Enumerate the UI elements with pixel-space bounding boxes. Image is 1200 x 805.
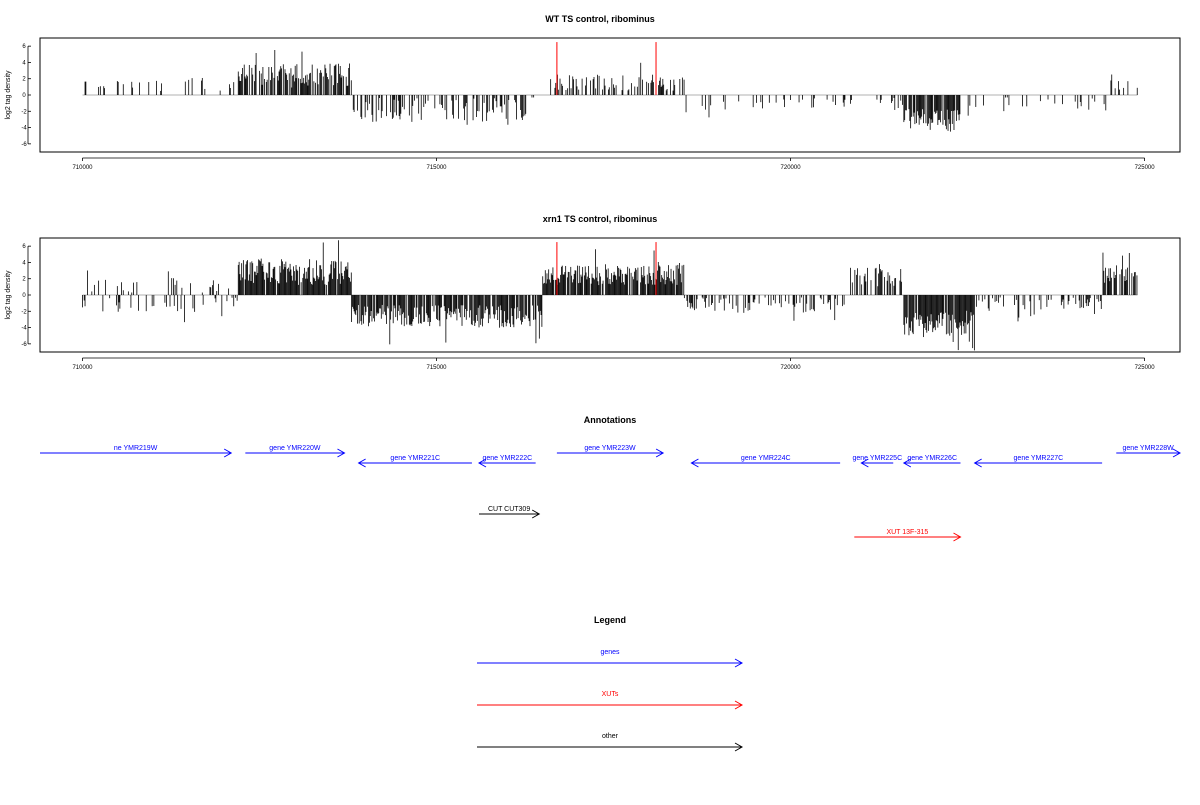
x-tick-label: 725000 (1135, 365, 1156, 371)
annotations-title: Annotations (584, 415, 637, 425)
gene-label: ne YMR219W (114, 445, 158, 452)
gene-arrowhead (223, 448, 233, 458)
gene-label: gene YMR228W (1123, 445, 1175, 452)
xut-label: XUT 13F-315 (886, 529, 928, 536)
y-tick-label: 6 (22, 44, 26, 50)
gene-arrowhead (337, 448, 346, 458)
gene-label: gene YMR227C (1014, 455, 1064, 462)
y-tick-label: 6 (22, 244, 26, 250)
y-axis-label: log2 tag density (5, 270, 12, 320)
y-axis-label: log2 tag density (5, 70, 12, 120)
y-tick-label: 0 (22, 293, 26, 299)
y-tick-label: -6 (21, 342, 27, 348)
gene-arrowhead (902, 458, 912, 468)
y-tick-label: -6 (21, 142, 27, 148)
x-tick-label: 715000 (427, 365, 448, 371)
track-title: WT TS control, ribominus (545, 14, 655, 24)
legend-panel: Legend genes XUTs other (477, 615, 744, 752)
y-tick-label: 4 (22, 60, 26, 66)
y-tick-label: 2 (22, 277, 26, 283)
gene-label: gene YMR220W (269, 445, 321, 452)
y-tick-label: -4 (21, 126, 27, 132)
gene-arrowhead (655, 448, 665, 458)
gene-label: gene YMR222C (482, 455, 532, 462)
cut-label: CUT CUT309 (488, 506, 530, 513)
y-tick-label: 0 (22, 93, 26, 99)
legend-item-label: genes (600, 649, 620, 656)
annotations-panel: Annotations ne YMR219W gene YMR220W gene YM… (40, 415, 1182, 542)
gene-arrowhead (357, 458, 366, 468)
x-tick-label: 710000 (72, 165, 93, 171)
legend-title: Legend (594, 615, 626, 625)
y-tick-label: -2 (21, 309, 27, 315)
x-tick-label: 715000 (427, 165, 448, 171)
plot-frame (39, 237, 1181, 353)
legend-arrowhead (734, 658, 744, 668)
gene-arrowhead (860, 458, 869, 468)
y-tick-label: -4 (21, 326, 27, 332)
gene-arrowhead (690, 458, 699, 468)
track-xrn1: xrn1 TS control, ribominus -6 -4 -2 0 2 4 6 log2… (5, 214, 1181, 371)
x-tick-label: 720000 (781, 165, 802, 171)
gene-label: gene YMR226C (907, 455, 957, 462)
track-title: xrn1 TS control, ribominus (543, 214, 658, 224)
legend-arrowhead (734, 742, 744, 752)
legend-item-label: other (602, 733, 619, 740)
legend-arrowhead (734, 700, 744, 710)
x-tick-label: 725000 (1135, 165, 1156, 171)
y-tick-label: 4 (22, 260, 26, 266)
y-tick-label: -2 (21, 109, 27, 115)
gene-label: gene YMR221C (390, 455, 440, 462)
gene-arrowhead (1172, 448, 1182, 458)
gene-label: gene YMR225C (852, 455, 902, 462)
x-tick-label: 720000 (781, 365, 802, 371)
gene-arrowhead (477, 458, 487, 468)
xut-arrowhead (953, 532, 962, 542)
cut-arrowhead (531, 509, 541, 519)
gene-arrowhead (973, 458, 982, 468)
gene-label: gene YMR223W (584, 445, 636, 452)
gene-label: gene YMR224C (741, 455, 791, 462)
plot-frame (39, 37, 1181, 153)
track-wt: WT TS control, ribominus -6 -4 -2 0 2 4 6 log2 t… (5, 14, 1181, 171)
y-tick-label: 2 (22, 77, 26, 83)
x-tick-label: 710000 (72, 365, 93, 371)
legend-item-label: XUTs (602, 691, 619, 698)
